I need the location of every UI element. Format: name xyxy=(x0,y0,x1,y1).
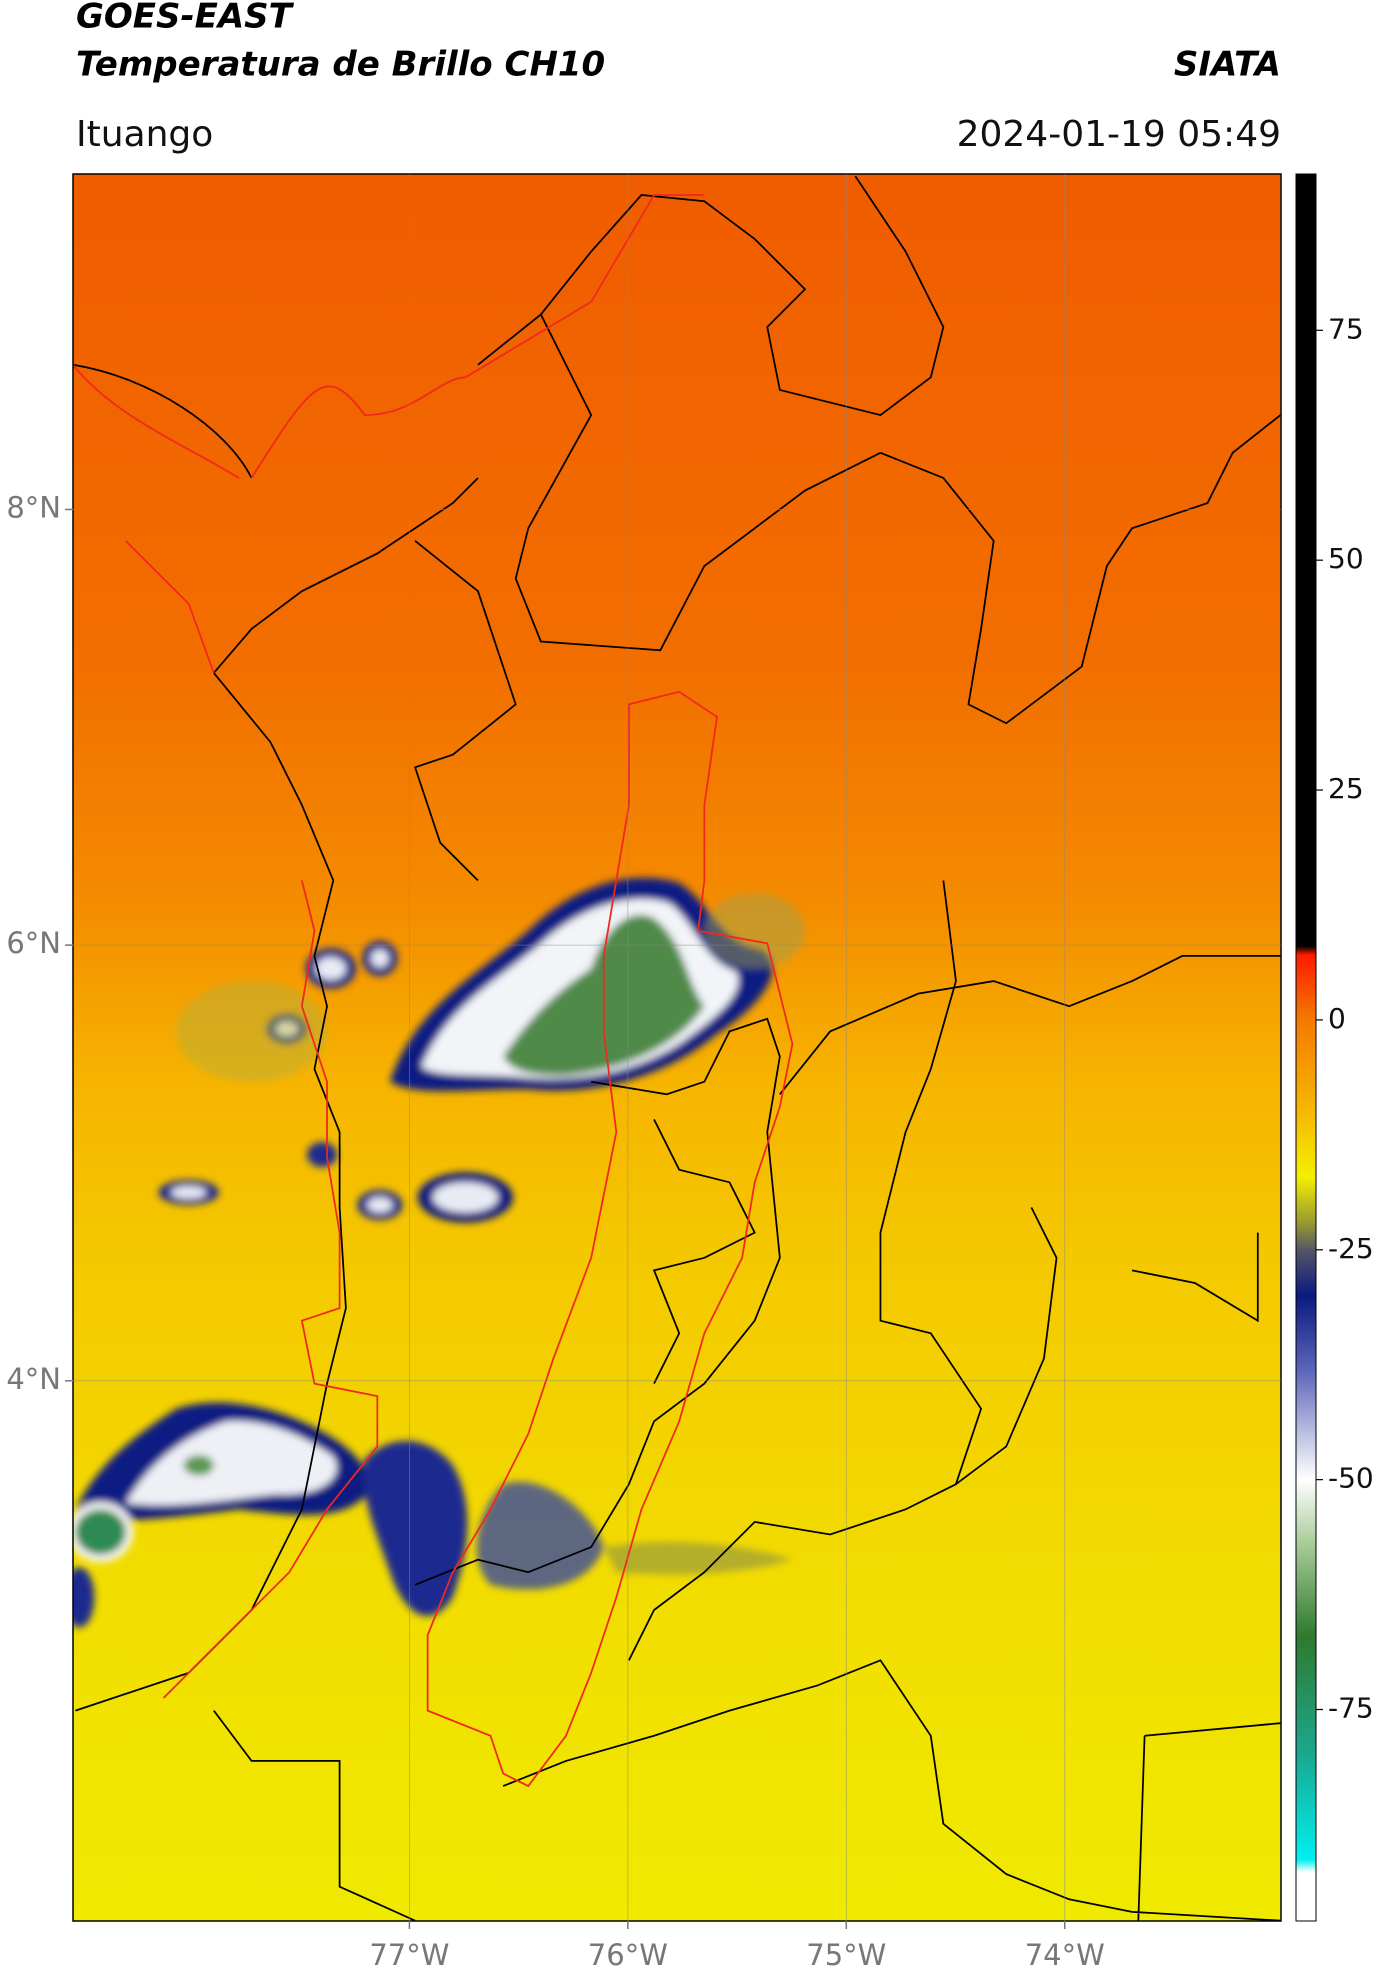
colorbar-tick-label: 75 xyxy=(1328,312,1364,345)
lon-tick-label: 74°W xyxy=(1025,1938,1105,1972)
lon-tick-label: 75°W xyxy=(806,1938,886,1972)
lat-tick-label: 4°N xyxy=(6,1362,61,1396)
colorbar-tick-label: 25 xyxy=(1328,772,1364,805)
subtitle: Temperatura de Brillo CH10 xyxy=(76,45,605,85)
lat-tick-label: 8°N xyxy=(6,490,61,524)
lat-tick-label: 6°N xyxy=(6,926,61,960)
lon-tick-label: 77°W xyxy=(369,1938,449,1972)
map-frame xyxy=(72,173,1282,1922)
colorbar xyxy=(1295,173,1317,1922)
colorbar-tick-label: 50 xyxy=(1328,542,1364,575)
colorbar-tick-label: -50 xyxy=(1328,1462,1374,1495)
map-field xyxy=(72,173,1281,1921)
colorbar-tick-label: 0 xyxy=(1328,1002,1346,1035)
datetime: 2024-01-19 05:49 xyxy=(957,114,1281,155)
colorbar-tick-label: -75 xyxy=(1328,1692,1374,1725)
source: SIATA xyxy=(1174,45,1281,85)
title: GOES-EAST xyxy=(76,0,295,37)
lon-tick-label: 76°W xyxy=(588,1938,668,1972)
colorbar-tick-label: -25 xyxy=(1328,1232,1374,1265)
location: Ituango xyxy=(76,114,213,155)
